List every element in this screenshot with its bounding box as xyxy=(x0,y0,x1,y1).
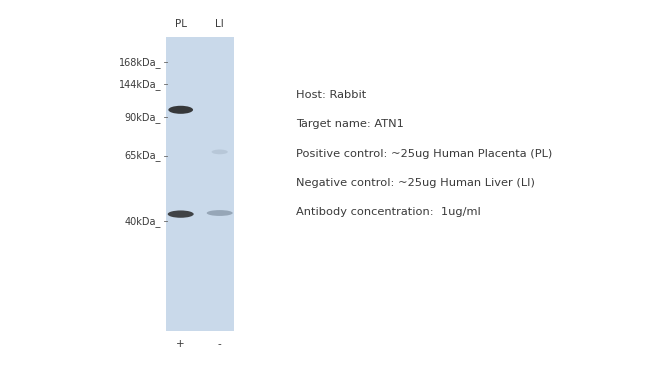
Text: Host: Rabbit: Host: Rabbit xyxy=(296,90,366,100)
Bar xyxy=(166,37,234,331)
Text: 168kDa_: 168kDa_ xyxy=(119,57,161,68)
Ellipse shape xyxy=(168,106,193,114)
Text: Negative control: ~25ug Human Liver (LI): Negative control: ~25ug Human Liver (LI) xyxy=(296,178,534,188)
Text: Target name: ATN1: Target name: ATN1 xyxy=(296,119,404,130)
Text: -: - xyxy=(218,339,222,349)
Text: Antibody concentration:  1ug/ml: Antibody concentration: 1ug/ml xyxy=(296,207,480,217)
Text: 144kDa_: 144kDa_ xyxy=(119,79,161,90)
Text: 90kDa_: 90kDa_ xyxy=(125,112,161,123)
Text: Positive control: ~25ug Human Placenta (PL): Positive control: ~25ug Human Placenta (… xyxy=(296,149,552,159)
Ellipse shape xyxy=(207,210,233,216)
Ellipse shape xyxy=(212,149,228,154)
Text: LI: LI xyxy=(215,19,224,29)
Text: 40kDa_: 40kDa_ xyxy=(125,216,161,227)
Text: 65kDa_: 65kDa_ xyxy=(125,150,161,161)
Text: PL: PL xyxy=(175,19,187,29)
Text: +: + xyxy=(176,339,185,349)
Ellipse shape xyxy=(168,210,194,218)
